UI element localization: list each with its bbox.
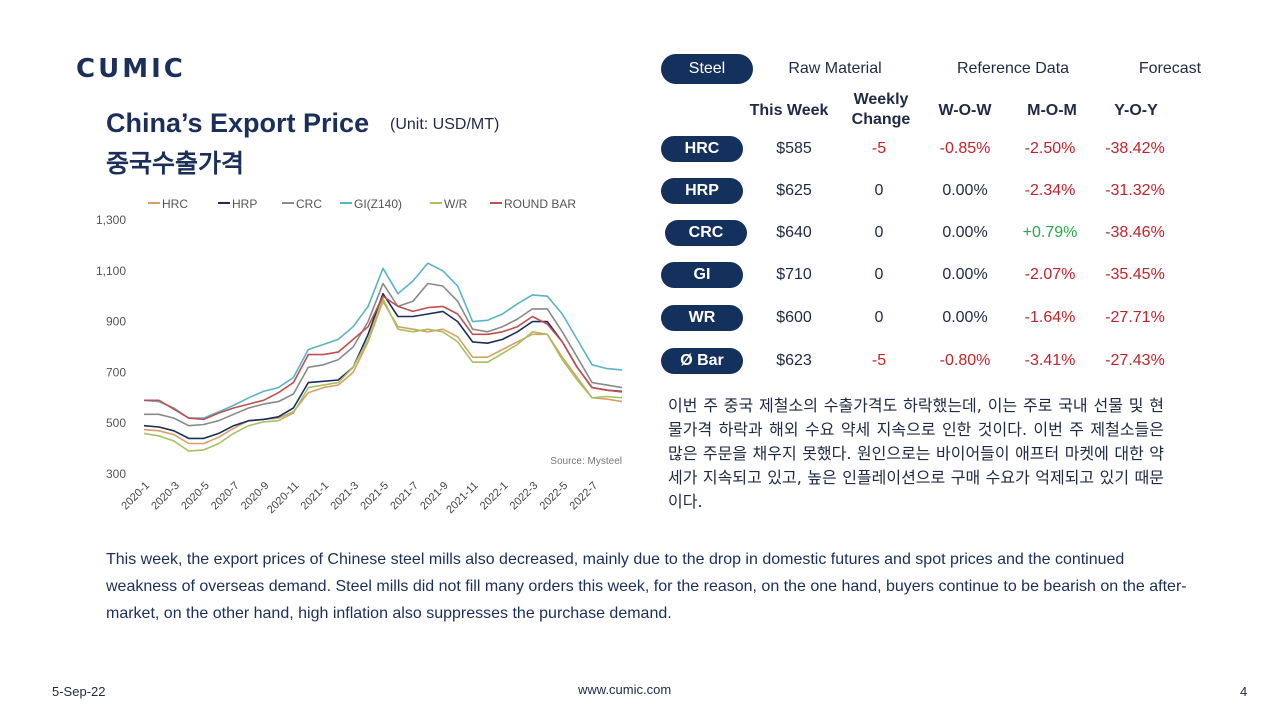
x-tick-label: 2020-1: [119, 480, 152, 513]
cell-weekly-change: -5: [871, 352, 887, 369]
x-tick-label: 2021-7: [388, 480, 421, 513]
chart-source: Source: Mysteel: [550, 456, 622, 467]
y-tick-label: 1,100: [96, 264, 126, 278]
cell-this-week: $585: [776, 140, 812, 157]
x-tick-label: 2021-11: [444, 480, 480, 516]
chart-x-axis: 2020-12020-32020-52020-72020-92020-11202…: [119, 480, 600, 516]
cell-mom: -2.50%: [1024, 140, 1076, 157]
cell-mom: -1.64%: [1024, 309, 1076, 326]
page-number: 4: [1240, 684, 1248, 699]
cell-this-week: $625: [776, 182, 812, 199]
x-tick-label: 2020-11: [265, 480, 301, 516]
cell-this-week: $600: [776, 309, 812, 326]
x-tick-label: 2022-7: [568, 480, 601, 513]
cumic-logo: CUMIC: [76, 54, 186, 84]
series-line: [143, 292, 623, 440]
cell-yoy: -38.42%: [1105, 140, 1165, 157]
x-tick-label: 2021-5: [358, 480, 391, 513]
x-tick-label: 2022-3: [508, 480, 541, 513]
legend-label: W/R: [444, 197, 468, 211]
product-pill-crc: CRC: [665, 220, 747, 246]
header-weekly-change-line1: Weekly: [853, 91, 909, 108]
tab-raw-material[interactable]: Raw Material: [788, 60, 882, 77]
cell-mom: +0.79%: [1022, 224, 1078, 241]
x-tick-label: 2020-3: [149, 480, 182, 513]
cell-wow: 0.00%: [942, 224, 988, 241]
cell-this-week: $640: [776, 224, 812, 241]
cell-mom: -2.34%: [1024, 182, 1076, 199]
footer-date: 5-Sep-22: [52, 684, 106, 699]
cell-mom: -2.07%: [1024, 266, 1076, 283]
cell-yoy: -35.45%: [1105, 266, 1165, 283]
series-line: [143, 262, 623, 419]
header-wow: W-O-W: [938, 102, 992, 119]
cell-wow: -0.85%: [939, 140, 991, 157]
series-line: [144, 295, 623, 421]
product-pill-bar: Ø Bar: [661, 348, 743, 374]
product-pill-gi: GI: [661, 262, 743, 288]
logo-text: CUMIC: [76, 54, 186, 84]
tab-reference-data[interactable]: Reference Data: [956, 60, 1070, 77]
cell-yoy: -27.71%: [1105, 309, 1165, 326]
x-tick-label: 2021-3: [329, 480, 362, 513]
y-tick-label: 500: [106, 416, 126, 430]
x-tick-label: 2022-1: [478, 480, 511, 513]
legend-label: HRP: [232, 197, 257, 211]
header-yoy: Y-O-Y: [1114, 102, 1158, 119]
footer-url[interactable]: www.cumic.com: [578, 682, 672, 697]
series-line: [143, 300, 623, 445]
export-price-chart: HRC HRP CRC GI(Z140) W/R ROUND BAR 1,300 1,100…: [96, 197, 623, 516]
chart-legend: HRC HRP CRC GI(Z140) W/R ROUND BAR: [148, 197, 576, 211]
y-tick-label: 900: [106, 315, 126, 329]
page-title: China’s Export Price: [106, 108, 370, 138]
series-line: [144, 282, 623, 427]
header-weekly-change: Weekly Change: [842, 90, 920, 130]
product-pill-hrp: HRP: [661, 178, 743, 204]
y-tick-label: 700: [106, 365, 126, 379]
category-tabs: Steel Raw Material Reference Data Foreca…: [661, 54, 1221, 84]
tab-forecast[interactable]: Forecast: [1138, 60, 1202, 77]
cell-this-week: $710: [776, 266, 812, 283]
cell-yoy: -38.46%: [1105, 224, 1165, 241]
legend-label: HRC: [162, 197, 188, 211]
unit-label: (Unit: USD/MT): [390, 116, 500, 133]
legend-label: CRC: [296, 197, 322, 211]
cell-weekly-change: 0: [874, 309, 884, 326]
product-pill-hrc: HRC: [661, 136, 743, 162]
product-pill-wr: WR: [661, 305, 743, 331]
cell-weekly-change: 0: [874, 224, 884, 241]
series-line: [143, 297, 623, 452]
cell-yoy: -31.32%: [1105, 182, 1165, 199]
cell-weekly-change: 0: [874, 182, 884, 199]
cell-wow: 0.00%: [942, 309, 988, 326]
header-this-week: This Week: [749, 102, 829, 119]
legend-label: GI(Z140): [354, 197, 402, 211]
chart-series-lines: [143, 262, 623, 452]
x-tick-label: 2020-7: [209, 480, 242, 513]
x-tick-label: 2020-5: [179, 480, 212, 513]
y-tick-label: 300: [106, 467, 126, 481]
cell-weekly-change: -5: [871, 140, 887, 157]
cell-wow: 0.00%: [942, 182, 988, 199]
legend-label: ROUND BAR: [504, 197, 576, 211]
cell-yoy: -27.43%: [1105, 352, 1165, 369]
cell-mom: -3.41%: [1024, 352, 1076, 369]
commentary-english: This week, the export prices of Chinese …: [106, 551, 1187, 622]
header-mom: M-O-M: [1027, 102, 1077, 119]
chart-y-axis: 1,300 1,100 900 700 500 300: [96, 213, 126, 481]
page-title-korean: 중국수출가격: [106, 149, 245, 178]
x-tick-label: 2022-5: [538, 480, 571, 513]
cell-wow: 0.00%: [942, 266, 988, 283]
y-tick-label: 1,300: [96, 213, 126, 227]
cell-this-week: $623: [776, 352, 812, 369]
commentary-korean: 이번 주 중국 제철소의 수출가격도 하락했는데, 이는 주로 국내 선물 및 …: [668, 396, 1164, 511]
header-weekly-change-line2: Change: [851, 111, 911, 128]
tab-steel[interactable]: Steel: [661, 54, 753, 84]
cell-wow: -0.80%: [939, 352, 991, 369]
cell-weekly-change: 0: [874, 266, 884, 283]
x-tick-label: 2021-1: [299, 480, 332, 513]
